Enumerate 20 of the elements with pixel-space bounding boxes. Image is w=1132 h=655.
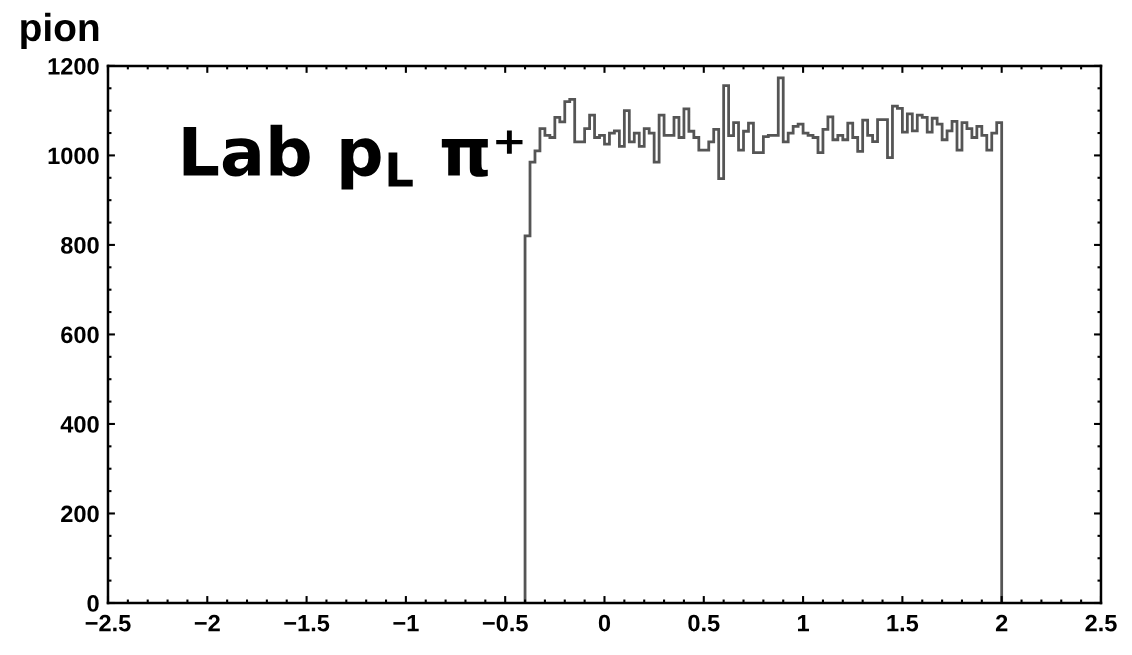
x-tick-label: −2 xyxy=(194,614,220,632)
y-tick-label: 1000 xyxy=(48,147,99,165)
x-tick-label: −1 xyxy=(393,614,419,632)
x-tick-label: −0.5 xyxy=(482,614,528,632)
y-tick-label: 400 xyxy=(60,416,99,433)
x-tick-label: 2.5 xyxy=(1085,614,1117,632)
y-tick-label: 0 xyxy=(87,595,99,612)
annotation: Lab p$_{L}$ π⁺ xyxy=(183,124,523,190)
x-tick-label: 0.5 xyxy=(688,614,720,632)
x-tick-label: −1.5 xyxy=(284,614,330,632)
y-tick-label: 1200 xyxy=(48,57,99,75)
y-tick-label: 600 xyxy=(61,326,99,344)
x-tick-label: 1.5 xyxy=(887,614,919,632)
y-tick-label: 800 xyxy=(61,236,99,254)
x-tick-label: 2 xyxy=(995,614,1008,632)
x-tick-label: −2.5 xyxy=(85,614,131,632)
y-tick-label: 200 xyxy=(61,505,99,523)
x-tick-label: 1 xyxy=(798,614,809,632)
x-tick-label: 0 xyxy=(598,614,611,632)
chart-title: pion xyxy=(21,12,99,49)
